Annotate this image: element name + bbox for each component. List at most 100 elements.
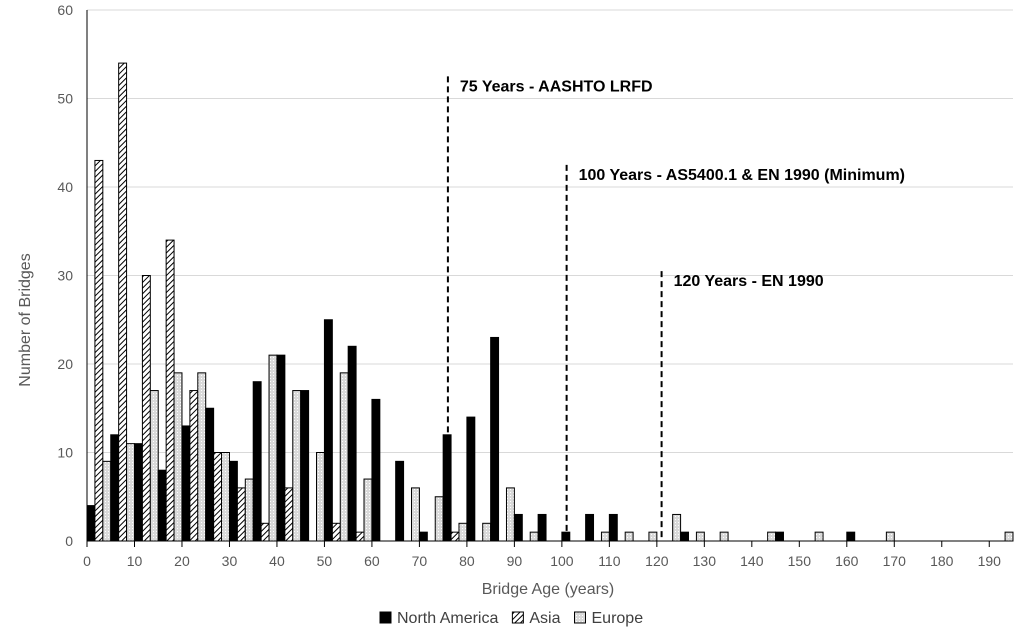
bar-north-america (252, 381, 262, 542)
bar-north-america (133, 443, 143, 542)
y-tick-label: 60 (57, 2, 73, 18)
bar-europe (1004, 531, 1014, 542)
bar-europe (268, 354, 278, 542)
bar-north-america (323, 319, 333, 542)
bars-layer (86, 62, 1014, 542)
y-tick-label: 50 (57, 91, 73, 107)
bar-asia (284, 487, 294, 542)
x-tick-label: 70 (412, 553, 428, 569)
bar-europe (505, 487, 515, 542)
x-tick-label: 140 (740, 553, 764, 569)
x-tick-label: 130 (693, 553, 717, 569)
x-tick-label: 120 (645, 553, 669, 569)
x-tick-label: 0 (83, 553, 91, 569)
x-tick-label: 110 (598, 553, 621, 569)
x-tick-label: 60 (364, 553, 380, 569)
bar-asia (355, 531, 365, 542)
x-tick-label: 160 (835, 553, 859, 569)
bar-asia (331, 522, 341, 542)
bar-asia (213, 452, 223, 542)
bar-asia (189, 390, 199, 542)
bar-europe (719, 531, 729, 542)
y-tick-label: 30 (57, 268, 73, 284)
bar-north-america (585, 513, 595, 542)
bar-north-america (228, 460, 238, 542)
x-tick-label: 50 (317, 553, 333, 569)
bar-europe (767, 531, 777, 542)
bar-north-america (608, 513, 618, 542)
bar-north-america (490, 336, 500, 542)
bar-asia (118, 62, 128, 542)
y-tick-label: 40 (57, 179, 73, 195)
bar-north-america (86, 505, 96, 542)
legend: North America Asia Europe (379, 610, 644, 627)
bar-europe (410, 487, 420, 542)
bar-asia (236, 487, 246, 542)
bar-europe (244, 478, 254, 542)
bar-europe (624, 531, 634, 542)
legend-label: North America (397, 610, 498, 627)
bar-north-america (347, 345, 357, 542)
design-life-label: 120 Years - EN 1990 (674, 273, 824, 290)
bar-europe (292, 390, 302, 542)
bar-europe (434, 496, 444, 542)
bar-north-america (846, 531, 856, 542)
bar-north-america (466, 416, 476, 542)
bar-north-america (395, 460, 405, 542)
bar-europe (529, 531, 539, 542)
legend-swatch (511, 611, 524, 624)
bar-europe (221, 452, 230, 542)
x-tick-label: 10 (127, 553, 143, 569)
x-tick-label: 40 (269, 553, 285, 569)
bar-europe (814, 531, 824, 542)
x-tick-label: 30 (222, 553, 238, 569)
annotations-layer: 75 Years - AASHTO LRFD 100 Years - AS5400… (446, 76, 905, 541)
bar-north-america (276, 354, 286, 542)
x-tick-label: 190 (978, 553, 1002, 569)
bar-europe (316, 452, 325, 542)
bar-north-america (371, 398, 381, 542)
x-tick-label: 20 (174, 553, 190, 569)
bar-europe (648, 531, 658, 542)
x-tick-label: 90 (507, 553, 523, 569)
bar-north-america (418, 531, 428, 542)
x-tick-label: 180 (930, 553, 954, 569)
x-axis-title: Bridge Age (years) (482, 581, 615, 598)
bar-europe (885, 531, 895, 542)
bar-north-america (513, 513, 523, 542)
bar-europe (695, 531, 705, 542)
bar-europe (600, 531, 610, 542)
bar-europe (482, 522, 492, 542)
y-tick-label: 20 (57, 356, 73, 372)
bar-europe (102, 460, 112, 542)
axes-layer: 0 10 20 30 40 50 60 0 10 20 30 40 50 60 70 80 90 100 110 12… (57, 2, 1013, 569)
bar-north-america (680, 531, 690, 542)
bar-europe (672, 513, 682, 542)
bar-north-america (110, 434, 120, 542)
x-tick-label: 150 (788, 553, 812, 569)
bar-europe (339, 372, 349, 542)
y-tick-label: 0 (65, 533, 73, 549)
bar-north-america (537, 513, 547, 542)
y-tick-label: 10 (57, 445, 73, 461)
x-tick-label: 100 (550, 553, 574, 569)
x-tick-label: 80 (459, 553, 475, 569)
bar-north-america (157, 469, 167, 542)
legend-swatch (379, 611, 392, 624)
bar-europe (458, 522, 468, 542)
bar-north-america (300, 390, 310, 542)
gridlines (87, 9, 1013, 453)
bar-europe (149, 390, 159, 542)
legend-label: Europe (592, 610, 644, 627)
design-life-label: 75 Years - AASHTO LRFD (460, 78, 653, 95)
bar-europe (363, 478, 373, 542)
design-life-label: 100 Years - AS5400.1 & EN 1990 (Minimum) (579, 167, 905, 184)
bar-north-america (181, 425, 191, 542)
bar-asia (165, 239, 175, 542)
bar-asia (141, 275, 151, 542)
x-tick-label: 170 (883, 553, 907, 569)
bar-asia (94, 159, 104, 542)
y-axis-title: Number of Bridges (17, 253, 34, 386)
bar-europe (173, 372, 183, 542)
